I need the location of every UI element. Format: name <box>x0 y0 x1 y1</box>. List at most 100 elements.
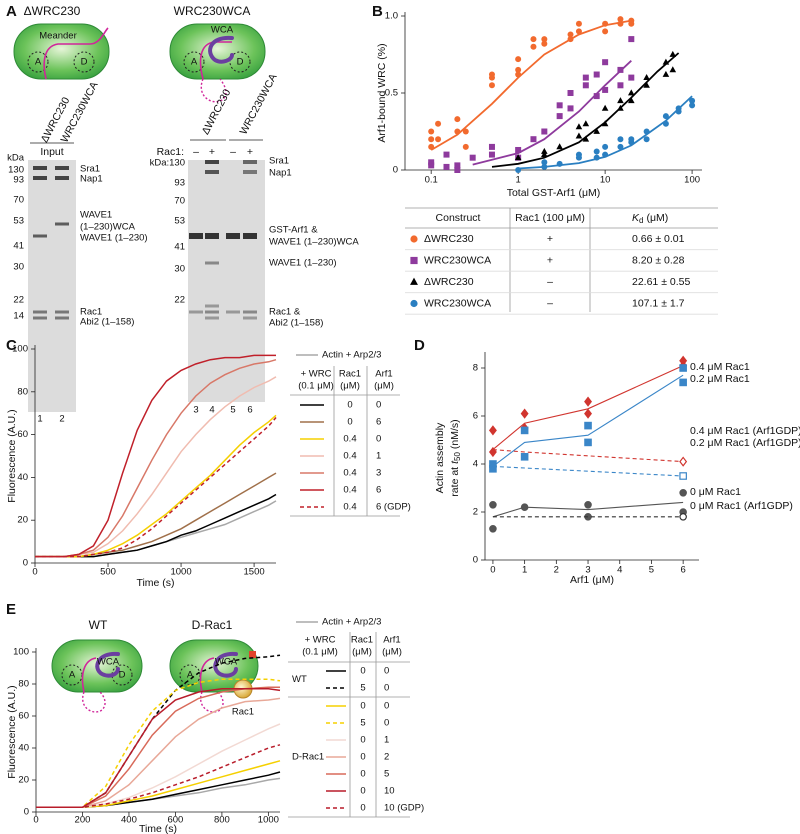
data-point <box>662 120 669 127</box>
gel-band <box>243 310 257 314</box>
y-tick-label: 60 <box>17 429 28 440</box>
data-point <box>488 71 495 78</box>
data-point <box>541 151 548 157</box>
data-line <box>36 744 281 808</box>
data-point <box>617 16 624 23</box>
legend-label: Actin + Arp2/3 <box>322 350 381 361</box>
data-point <box>643 136 650 143</box>
diagram-wt <box>51 639 143 713</box>
gel-band <box>205 310 219 314</box>
x-tick-label: 0 <box>33 815 38 826</box>
gel-band <box>243 233 257 239</box>
data-point <box>515 167 522 173</box>
marker-label: 53 <box>174 216 185 227</box>
legend-header: Arf1 <box>375 369 392 380</box>
data-point <box>454 128 461 135</box>
band-label: Sra1 <box>269 156 289 167</box>
y-tick-label: 80 <box>17 386 28 397</box>
x-tick-label: 1000 <box>170 567 191 578</box>
data-point <box>628 89 635 96</box>
x-tick-label: 2 <box>554 565 559 576</box>
band-label: (1–230)WCA <box>80 222 136 233</box>
table-header: Kd (μM) <box>632 212 668 225</box>
data-point <box>617 20 624 27</box>
gel-band <box>205 316 219 320</box>
table-cell: WRC230WCA <box>424 254 491 266</box>
data-point <box>643 128 650 135</box>
legend-cell: 0 <box>376 434 381 445</box>
marker-label: 22 <box>174 295 185 306</box>
gel-band <box>205 233 219 239</box>
data-point <box>617 136 624 143</box>
data-point <box>428 143 435 150</box>
panel-label: C <box>6 337 17 354</box>
gel-band <box>226 310 240 314</box>
data-point <box>575 20 582 27</box>
data-point <box>689 97 696 104</box>
legend-cell: 0.4 <box>343 451 356 462</box>
y-axis-title-part: 50 <box>453 452 462 461</box>
y-tick-label: 8 <box>473 363 478 374</box>
legend-cell: 6 <box>376 417 381 428</box>
band-label: GST-Arf1 & <box>269 225 318 236</box>
data-point <box>435 120 442 127</box>
diagram-label: D <box>237 57 244 68</box>
data-point <box>679 364 687 372</box>
diagram-label: A <box>187 670 194 681</box>
data-point <box>662 113 669 120</box>
data-point <box>530 43 537 50</box>
marker-label: 22 <box>13 295 24 306</box>
lane-number: 3 <box>193 405 198 416</box>
data-point <box>428 162 435 169</box>
marker-label: kDa:130 <box>150 158 185 169</box>
data-point <box>469 154 476 161</box>
series-label: 0 μM Rac1 (Arf1GDP) <box>690 500 793 512</box>
legend-group: WT <box>292 674 307 685</box>
data-point <box>628 20 635 27</box>
diagram-label: D <box>119 670 126 681</box>
legend-header: Rac1 <box>339 369 361 380</box>
data-point <box>435 136 442 143</box>
band-label: Abi2 (1–158) <box>80 317 134 328</box>
legend-header: (μM) <box>340 381 360 392</box>
x-tick-label: 100 <box>684 175 700 186</box>
data-point <box>541 128 548 135</box>
y-axis-title: rate at t50 (nM/s) <box>449 419 462 496</box>
lane-label: WRC230WCA <box>238 72 280 137</box>
table-cell: + <box>547 233 553 245</box>
condition: + <box>247 146 253 158</box>
data-line <box>492 374 684 467</box>
gel-band <box>55 310 69 314</box>
data-point <box>602 143 609 150</box>
y-tick-label: 20 <box>17 515 28 526</box>
data-point <box>515 71 522 78</box>
y-tick-label: 4 <box>473 459 478 470</box>
gel-band <box>33 176 47 180</box>
marker-label: 130 <box>8 165 24 176</box>
lane-number: 2 <box>59 414 64 425</box>
data-line <box>492 501 684 518</box>
legend-cell: 0 <box>360 769 365 780</box>
diagram-label: D <box>81 57 88 68</box>
gel-band <box>55 176 69 180</box>
gel-band <box>205 261 219 265</box>
data-point <box>689 102 696 109</box>
x-tick-label: 1 <box>516 175 521 186</box>
data-point <box>488 425 497 436</box>
y-tick-label: 80 <box>18 679 29 690</box>
legend-cell: 0.4 <box>343 434 356 445</box>
legend-header: (μM) <box>352 647 372 658</box>
lane-number: 5 <box>230 405 235 416</box>
data-point <box>575 151 582 158</box>
data-point <box>530 36 537 43</box>
table-cell: – <box>547 276 553 288</box>
marker-label: 53 <box>13 216 24 227</box>
data-point <box>428 128 435 135</box>
x-tick-label: 600 <box>167 815 183 826</box>
table-header: Rac1 (100 μM) <box>515 212 585 224</box>
data-point <box>556 113 563 120</box>
legend-marker <box>410 256 418 265</box>
legend-cell: 10 (GDP) <box>384 803 424 814</box>
table-cell: – <box>547 297 553 309</box>
table-cell: ΔWRC230 <box>424 233 474 245</box>
